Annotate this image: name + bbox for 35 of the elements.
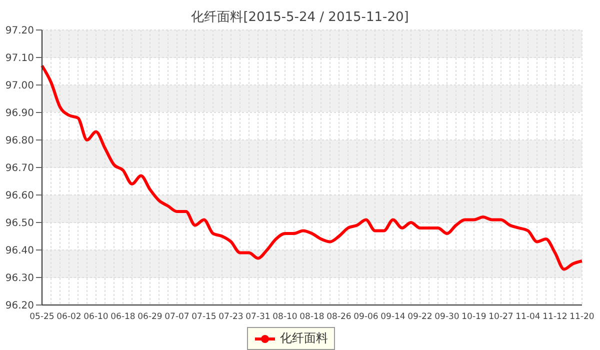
x-tick-label: 11-20 — [570, 312, 594, 322]
x-tick-label: 08-26 — [326, 312, 352, 322]
x-tick-label: 08-18 — [300, 312, 324, 322]
y-tick-label: 97.10 — [5, 53, 34, 64]
y-tick-label: 96.30 — [5, 273, 34, 284]
x-tick-label: 06-10 — [84, 312, 108, 322]
y-tick-label: 96.40 — [5, 246, 34, 257]
legend-label: 化纤面料 — [280, 330, 328, 347]
y-tick-label: 97.20 — [5, 26, 34, 37]
y-tick-label: 96.80 — [5, 136, 34, 147]
x-tick-label: 07-31 — [246, 312, 270, 322]
x-tick-label: 06-02 — [56, 312, 82, 322]
x-tick-label: 08-10 — [272, 312, 298, 322]
y-tick-label: 97.00 — [5, 80, 34, 92]
x-tick-label: 05-25 — [30, 312, 54, 322]
x-tick-label: 11-12 — [542, 312, 568, 322]
x-tick-label: 10-27 — [488, 312, 514, 322]
y-tick-label: 96.90 — [5, 108, 34, 120]
line-series — [40, 64, 584, 271]
x-tick-label: 07-07 — [164, 312, 190, 322]
x-tick-label: 06-29 — [138, 312, 162, 322]
x-tick-label: 07-15 — [192, 312, 216, 322]
y-tick-label: 96.70 — [5, 163, 34, 174]
x-tick-label: 07-23 — [218, 312, 244, 322]
x-tick-label: 11-04 — [516, 312, 540, 322]
chart-title: 化纤面料[2015-5-24 / 2015-11-20] — [190, 9, 410, 26]
x-tick-label: 09-22 — [408, 312, 432, 322]
y-tick-label: 96.20 — [5, 300, 34, 312]
x-tick-label: 10-19 — [462, 312, 486, 322]
x-tick-label: 09-06 — [354, 312, 378, 322]
y-tick-label: 96.50 — [5, 218, 34, 230]
x-tick-label: 06-18 — [110, 312, 136, 322]
x-tick-label: 09-14 — [380, 312, 406, 322]
x-tick-label: 09-30 — [434, 312, 460, 322]
y-tick-label: 96.60 — [5, 190, 34, 202]
